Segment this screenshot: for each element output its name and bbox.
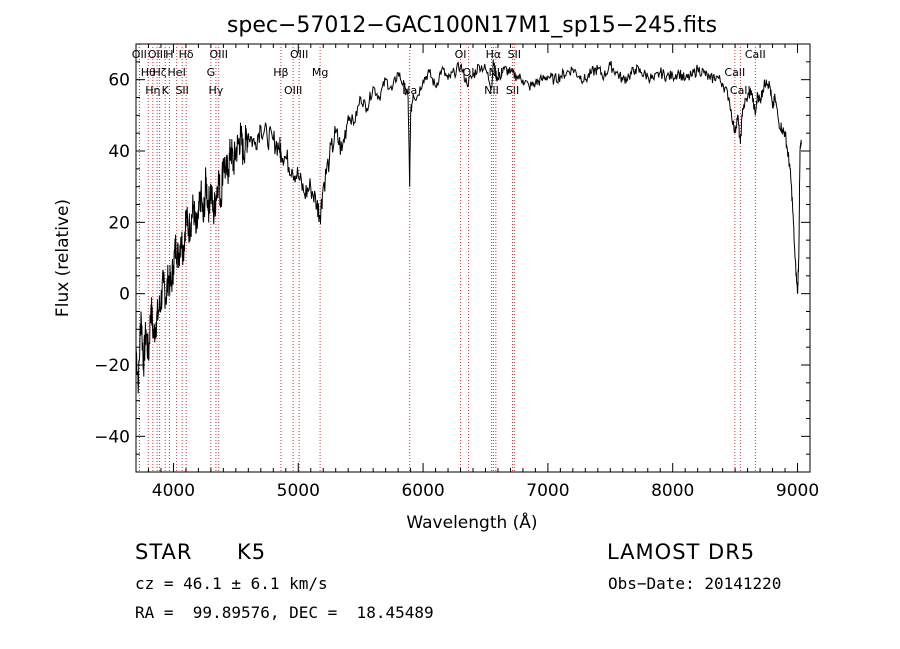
marker-label: SII: [175, 84, 188, 97]
emission-line-markers: OIIHθHηOIIIHζKHHeISIIHδGHγOIIIHβOIIIOIII…: [132, 44, 766, 472]
marker-label: OII: [132, 48, 147, 61]
x-tick-label: 7000: [526, 481, 569, 501]
marker-label: SII: [506, 84, 519, 97]
survey-name: LAMOST DR5: [607, 540, 756, 564]
y-axis-label: Flux (relative): [53, 199, 73, 317]
marker-label: OIII: [210, 48, 228, 61]
y-tick-label: 0: [119, 285, 130, 305]
marker-label: Hβ: [273, 66, 288, 79]
marker-label: Mg: [312, 66, 328, 79]
x-tick-label: 5000: [277, 481, 320, 501]
marker-label: OIII: [148, 48, 166, 61]
x-tick-label: 8000: [651, 481, 694, 501]
marker-label: K: [162, 84, 170, 97]
spectrum-line: [135, 59, 802, 394]
x-tick-label: 6000: [401, 481, 444, 501]
marker-label: Hη: [145, 84, 160, 97]
y-tick-label: 60: [108, 71, 130, 91]
marker-label: H: [165, 48, 173, 61]
marker-label: Hδ: [179, 48, 194, 61]
x-tick-label: 4000: [152, 481, 195, 501]
object-class: STAR: [135, 540, 193, 564]
x-tick-label: 9000: [776, 481, 819, 501]
marker-label: CaII: [724, 66, 745, 79]
coordinates: RA = 99.89576, DEC = 18.45489: [135, 603, 434, 622]
marker-label: Hγ: [208, 84, 223, 97]
marker-label: OIII: [284, 84, 302, 97]
marker-label: CaII: [745, 48, 766, 61]
chart-title: spec−57012−GAC100N17M1_sp15−245.fits: [227, 13, 717, 38]
plot-frame: [135, 43, 811, 473]
marker-label: OIII: [290, 48, 308, 61]
marker-label: CaII: [730, 84, 751, 97]
redshift-value: cz = 46.1 ± 6.1 km/s: [135, 574, 328, 593]
axis-ticks: 4000 5000 6000 7000 8000 9000 −40 −20 0 20 40 60: [94, 43, 819, 501]
marker-label: G: [207, 66, 216, 79]
y-tick-label: −20: [94, 356, 130, 376]
marker-label: Hζ: [152, 66, 166, 79]
marker-label: HeI: [168, 66, 186, 79]
observation-date: Obs−Date: 20141220: [608, 574, 782, 593]
y-tick-label: −40: [94, 427, 130, 447]
marker-label: Hθ: [141, 66, 156, 79]
marker-label: NII: [484, 84, 499, 97]
marker-label: OI: [463, 66, 475, 79]
marker-label: OI: [455, 48, 467, 61]
object-subclass: K5: [237, 540, 267, 564]
marker-label: Hα: [486, 48, 502, 61]
y-tick-label: 40: [108, 142, 130, 162]
y-tick-label: 20: [108, 213, 130, 233]
x-axis-label: Wavelength (Å): [406, 511, 537, 533]
marker-label: SII: [508, 48, 521, 61]
